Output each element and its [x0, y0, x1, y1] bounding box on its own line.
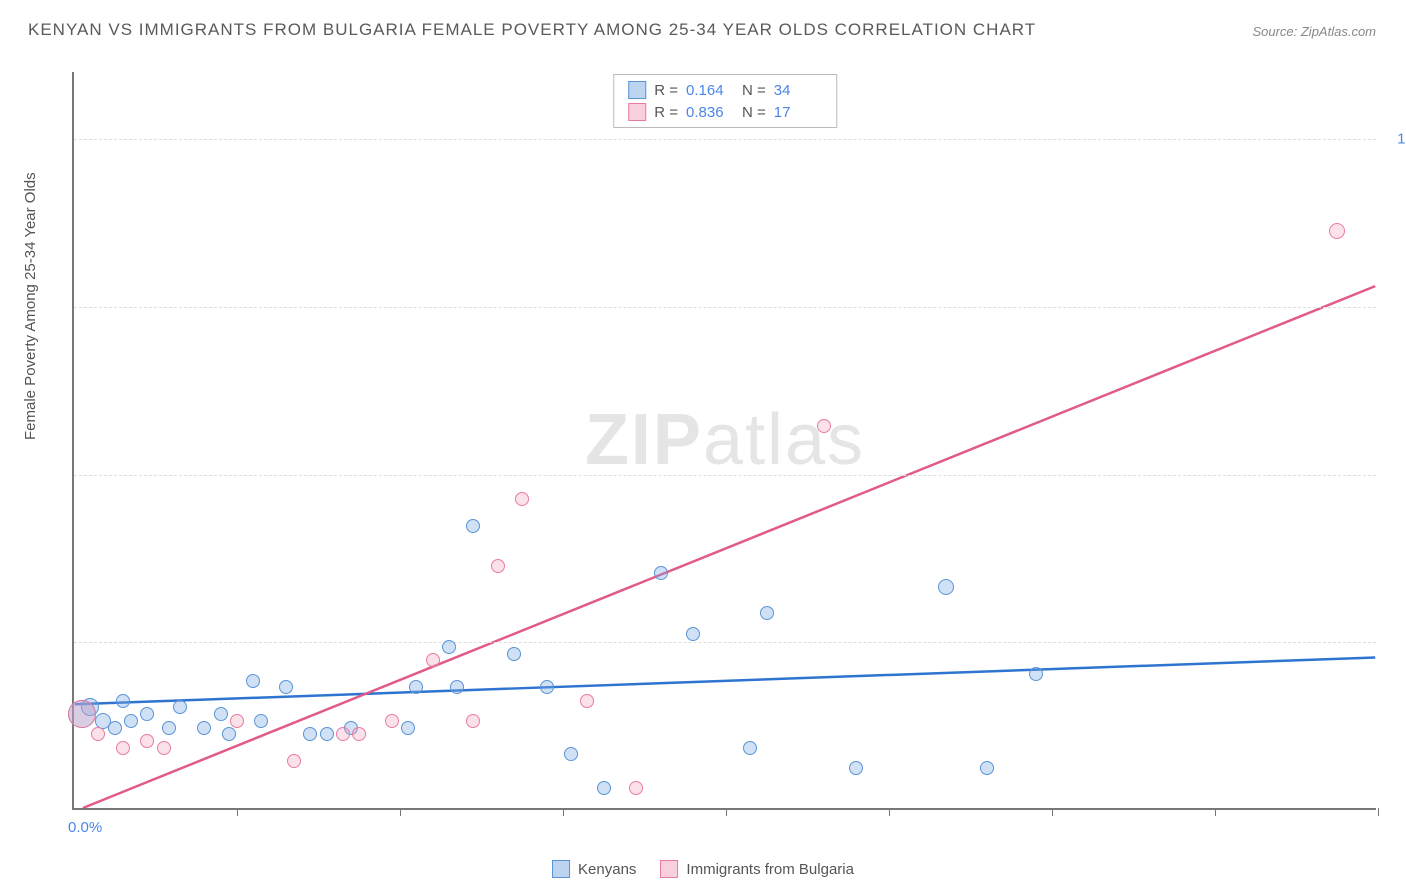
legend-item: Kenyans — [552, 860, 636, 878]
series-legend: Kenyans Immigrants from Bulgaria — [552, 860, 854, 878]
legend-swatch — [552, 860, 570, 878]
x-tick — [237, 808, 238, 816]
trend-lines — [74, 72, 1376, 808]
plot-area: ZIPatlas 0.0% 8.0% R =0.164N =34R =0.836… — [72, 72, 1376, 810]
data-point — [426, 653, 440, 667]
y-tick-label: 25.0% — [1388, 634, 1406, 651]
data-point — [173, 700, 187, 714]
data-point — [491, 559, 505, 573]
x-tick — [1378, 808, 1379, 816]
data-point — [68, 700, 96, 728]
data-point — [938, 579, 954, 595]
y-tick-label: 50.0% — [1388, 466, 1406, 483]
data-point — [409, 680, 423, 694]
x-tick — [1215, 808, 1216, 816]
legend-item: Immigrants from Bulgaria — [660, 860, 854, 878]
data-point — [743, 741, 757, 755]
data-point — [222, 727, 236, 741]
data-point — [540, 680, 554, 694]
legend-label: Immigrants from Bulgaria — [686, 861, 854, 878]
source-label: Source: ZipAtlas.com — [1252, 24, 1376, 39]
data-point — [442, 640, 456, 654]
data-point — [336, 727, 350, 741]
data-point — [629, 781, 643, 795]
gridline — [74, 307, 1376, 308]
data-point — [849, 761, 863, 775]
data-point — [246, 674, 260, 688]
data-point — [760, 606, 774, 620]
data-point — [91, 727, 105, 741]
data-point — [320, 727, 334, 741]
data-point — [401, 721, 415, 735]
data-point — [162, 721, 176, 735]
data-point — [140, 734, 154, 748]
stats-legend: R = 0.164 N = 34 R = 0.836 N = 17 — [613, 74, 837, 128]
data-point — [254, 714, 268, 728]
data-point — [385, 714, 399, 728]
data-point — [116, 694, 130, 708]
n-label: N = — [742, 82, 766, 99]
gridline — [74, 475, 1376, 476]
gridline — [74, 139, 1376, 140]
data-point — [287, 754, 301, 768]
data-point — [515, 492, 529, 506]
x-tick — [563, 808, 564, 816]
data-point — [450, 680, 464, 694]
x-tick — [1052, 808, 1053, 816]
gridline — [74, 642, 1376, 643]
n-value: 34 — [774, 82, 822, 99]
x-tick — [726, 808, 727, 816]
r-value: 0.164 — [686, 82, 734, 99]
stat-row: R = 0.164 N = 34 — [614, 79, 836, 101]
n-label: N = — [742, 104, 766, 121]
data-point — [564, 747, 578, 761]
data-point — [140, 707, 154, 721]
n-value: 17 — [774, 104, 822, 121]
data-point — [507, 647, 521, 661]
watermark: ZIPatlas — [585, 399, 865, 481]
data-point — [1029, 667, 1043, 681]
data-point — [279, 680, 293, 694]
x-tick — [400, 808, 401, 816]
data-point — [157, 741, 171, 755]
y-axis-label: Female Poverty Among 25-34 Year Olds — [22, 172, 39, 440]
watermark-atlas: atlas — [703, 400, 865, 480]
data-point — [980, 761, 994, 775]
y-tick-label: 100.0% — [1388, 131, 1406, 148]
y-tick-label: 75.0% — [1388, 298, 1406, 315]
data-point — [108, 721, 122, 735]
x-tick — [889, 808, 890, 816]
data-point — [597, 781, 611, 795]
data-point — [303, 727, 317, 741]
chart-title: KENYAN VS IMMIGRANTS FROM BULGARIA FEMAL… — [28, 20, 1036, 40]
data-point — [214, 707, 228, 721]
data-point — [230, 714, 244, 728]
data-point — [1329, 223, 1345, 239]
data-point — [580, 694, 594, 708]
legend-swatch — [628, 81, 646, 99]
data-point — [686, 627, 700, 641]
stat-row: R = 0.836 N = 17 — [614, 101, 836, 123]
data-point — [197, 721, 211, 735]
r-label: R = — [654, 82, 678, 99]
legend-swatch — [660, 860, 678, 878]
data-point — [466, 519, 480, 533]
data-point — [124, 714, 138, 728]
data-point — [466, 714, 480, 728]
r-value: 0.836 — [686, 104, 734, 121]
legend-label: Kenyans — [578, 861, 636, 878]
data-point — [116, 741, 130, 755]
legend-swatch — [628, 103, 646, 121]
r-label: R = — [654, 104, 678, 121]
x-axis-origin: 0.0% — [68, 819, 102, 836]
data-point — [352, 727, 366, 741]
watermark-zip: ZIP — [585, 400, 703, 480]
data-point — [654, 566, 668, 580]
data-point — [817, 419, 831, 433]
